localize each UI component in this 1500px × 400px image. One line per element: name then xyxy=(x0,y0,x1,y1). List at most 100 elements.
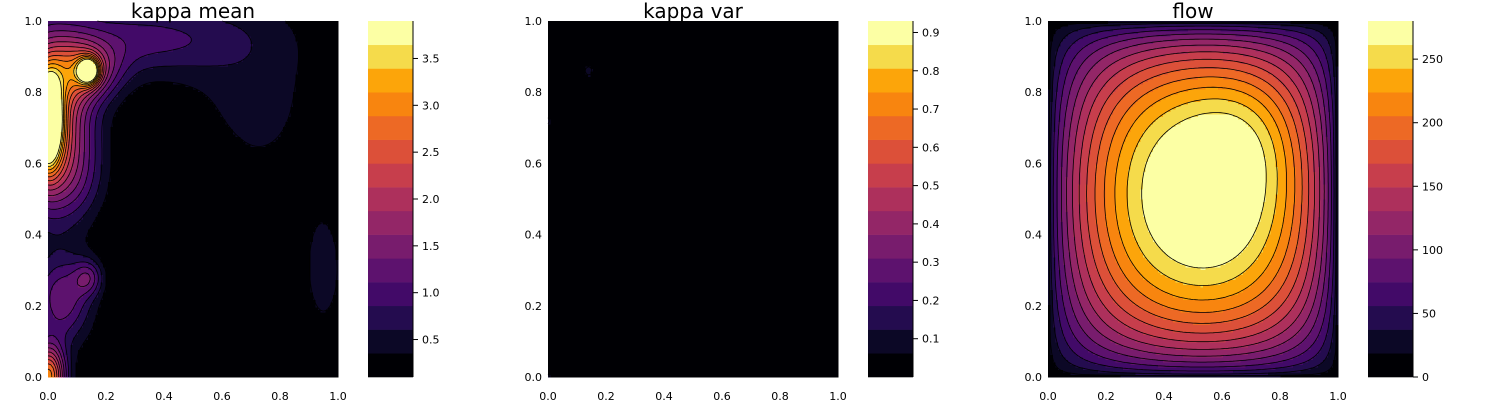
y-tick-label: 0.0 xyxy=(1025,371,1043,384)
colorbar-swatch xyxy=(368,116,413,140)
colorbar-swatch xyxy=(1368,282,1413,306)
colorbar-swatch xyxy=(368,140,413,164)
x-tick-label: 0.8 xyxy=(1271,390,1289,400)
x-tick-label: 0.8 xyxy=(771,390,789,400)
colorbar-swatch xyxy=(368,21,413,45)
chart-title: kappa var xyxy=(643,0,744,23)
colorbar-tick-label: 50 xyxy=(1422,307,1436,320)
colorbar-swatch xyxy=(1368,116,1413,140)
colorbar-swatch xyxy=(368,353,413,377)
x-axis: 0.0 0.2 0.4 0.6 0.8 1.0 xyxy=(539,390,847,400)
colorbar-swatch xyxy=(868,235,913,259)
colorbar-swatch xyxy=(868,68,913,92)
y-tick-label: 0.6 xyxy=(525,157,543,170)
x-tick-label: 0.2 xyxy=(597,390,615,400)
colorbar-tick-label: 0 xyxy=(1422,371,1429,384)
colorbar-tick-label: 0.8 xyxy=(922,65,940,78)
contour-fill xyxy=(548,21,839,378)
colorbar-swatch xyxy=(368,68,413,92)
colorbar-swatch xyxy=(368,306,413,330)
colorbar-swatch xyxy=(1368,330,1413,354)
colorbar-swatch xyxy=(1368,187,1413,211)
colorbar-swatch xyxy=(368,163,413,187)
x-tick-label: 0.2 xyxy=(97,390,115,400)
colorbar-swatch xyxy=(868,282,913,306)
colorbar-tick-label: 0.4 xyxy=(922,218,940,231)
x-tick-label: 0.6 xyxy=(713,390,731,400)
colorbar-tick-label: 0.5 xyxy=(422,334,440,347)
contour-fill xyxy=(48,21,339,378)
colorbar-tick-label: 1.5 xyxy=(422,240,440,253)
y-tick-label: 0.8 xyxy=(525,86,543,99)
colorbar-tick-label: 200 xyxy=(1422,117,1443,130)
y-tick-label: 0.0 xyxy=(525,371,543,384)
x-tick-label: 0.6 xyxy=(1213,390,1231,400)
colorbar: 0.10.20.30.40.50.60.70.80.9 xyxy=(868,21,940,377)
colorbar-swatch xyxy=(368,187,413,211)
y-tick-label: 0.8 xyxy=(25,86,43,99)
x-axis: 0.0 0.2 0.4 0.6 0.8 1.0 xyxy=(39,390,347,400)
x-tick-label: 0.8 xyxy=(271,390,289,400)
colorbar-swatch xyxy=(868,163,913,187)
y-tick-label: 0.4 xyxy=(25,229,43,242)
colorbar-swatch xyxy=(368,282,413,306)
colorbar-swatch xyxy=(1368,163,1413,187)
x-tick-label: 0.4 xyxy=(1155,390,1173,400)
colorbar-swatch xyxy=(868,353,913,377)
y-tick-label: 0.8 xyxy=(1025,86,1043,99)
y-tick-label: 0.2 xyxy=(1025,300,1043,313)
colorbar-tick-label: 250 xyxy=(1422,53,1443,66)
colorbar-swatch xyxy=(1368,140,1413,164)
x-tick-label: 0.2 xyxy=(1097,390,1115,400)
y-tick-label: 0.2 xyxy=(525,300,543,313)
colorbar-swatch xyxy=(1368,92,1413,116)
colorbar-swatch xyxy=(368,211,413,235)
y-tick-label: 1.0 xyxy=(1025,15,1043,28)
colorbar-swatch xyxy=(868,140,913,164)
colorbar-swatch xyxy=(868,21,913,45)
colorbar-tick-label: 0.9 xyxy=(922,26,940,39)
colorbar-swatch xyxy=(1368,21,1413,45)
colorbar-swatch xyxy=(1368,235,1413,259)
x-tick-label: 0.4 xyxy=(655,390,673,400)
colorbar-swatch xyxy=(368,258,413,282)
colorbar-swatch xyxy=(1368,258,1413,282)
colorbar-swatch xyxy=(868,45,913,69)
colorbar-tick-label: 0.7 xyxy=(922,103,940,116)
colorbar-tick-label: 2.5 xyxy=(422,146,440,159)
x-axis: 0.0 0.2 0.4 0.6 0.8 1.0 xyxy=(1039,390,1347,400)
colorbar-swatch xyxy=(868,258,913,282)
colorbar-swatch xyxy=(1368,68,1413,92)
colorbar-swatch xyxy=(1368,353,1413,377)
colorbar-swatch xyxy=(368,45,413,69)
y-tick-label: 0.4 xyxy=(525,229,543,242)
colorbar-tick-label: 0.1 xyxy=(922,333,940,346)
colorbar-tick-label: 3.0 xyxy=(422,99,440,112)
colorbar-swatch xyxy=(868,306,913,330)
x-tick-label: 0.0 xyxy=(539,390,557,400)
colorbar-swatch xyxy=(1368,211,1413,235)
colorbar-tick-label: 1.0 xyxy=(422,287,440,300)
colorbar-tick-label: 2.0 xyxy=(422,193,440,206)
y-axis: 0.00.20.40.60.81.0 xyxy=(25,15,43,384)
x-tick-label: 0.6 xyxy=(213,390,231,400)
x-tick-label: 1.0 xyxy=(1329,390,1347,400)
y-tick-label: 0.2 xyxy=(25,300,43,313)
colorbar-swatch xyxy=(1368,45,1413,69)
y-tick-label: 0.6 xyxy=(25,157,43,170)
x-tick-label: 1.0 xyxy=(329,390,347,400)
colorbar-tick-label: 0.3 xyxy=(922,256,940,269)
colorbar-swatch xyxy=(868,116,913,140)
y-tick-label: 0.0 xyxy=(25,371,43,384)
colorbar-tick-label: 0.6 xyxy=(922,141,940,154)
colorbar-swatch xyxy=(868,187,913,211)
colorbar-tick-label: 0.2 xyxy=(922,294,940,307)
colorbar-swatch xyxy=(868,92,913,116)
colorbar-swatch xyxy=(368,235,413,259)
x-tick-label: 0.0 xyxy=(1039,390,1057,400)
chart-title: kappa mean xyxy=(131,0,255,23)
